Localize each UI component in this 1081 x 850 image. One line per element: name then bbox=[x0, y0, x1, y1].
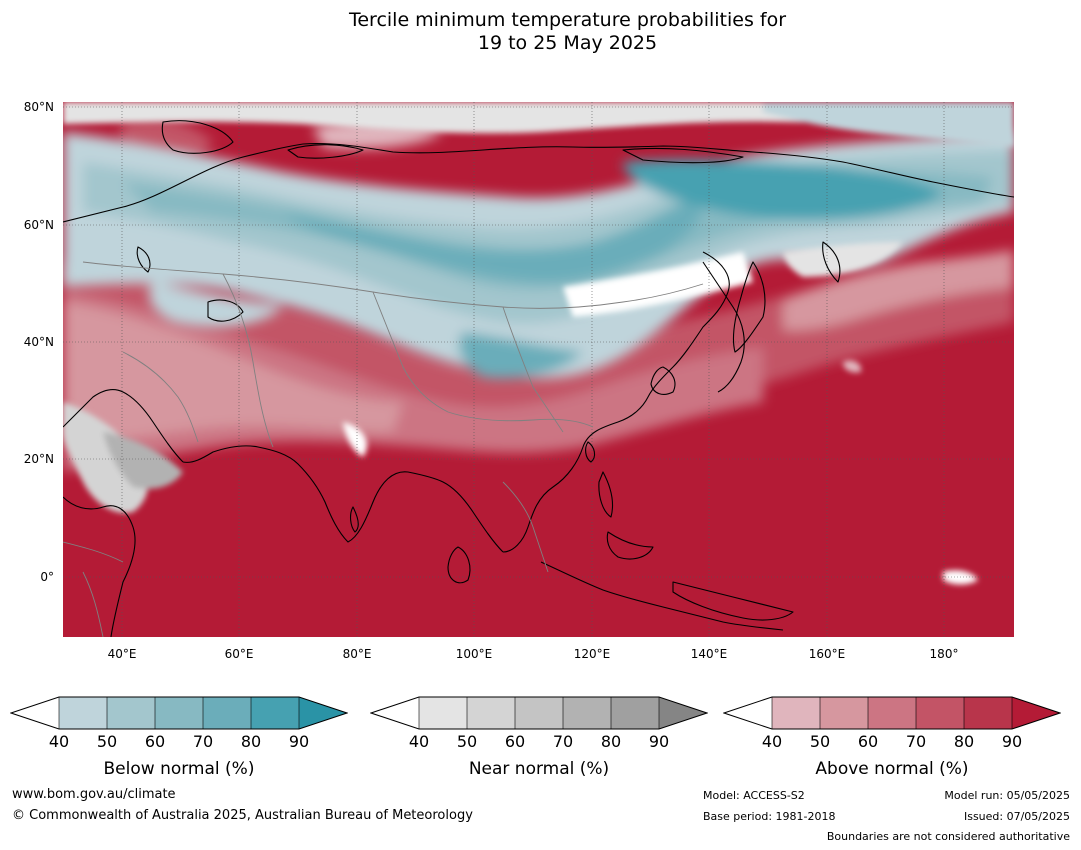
colorbar-tick: 50 bbox=[809, 732, 831, 751]
colorbar-below-normal bbox=[10, 696, 348, 730]
colorbar-tick: 70 bbox=[905, 732, 927, 751]
title-line-2: 19 to 25 May 2025 bbox=[477, 32, 658, 54]
colorbar-below-segment-1 bbox=[59, 697, 107, 729]
footer-disclaimer: Boundaries are not considered authoritat… bbox=[826, 830, 1070, 843]
lat-label-40n: 40°N bbox=[23, 335, 54, 349]
lon-label-100e: 100°E bbox=[455, 647, 493, 661]
footer-issued: Issued: 07/05/2025 bbox=[963, 810, 1070, 823]
colorbar-tick: 40 bbox=[761, 732, 783, 751]
colorbar-tick: 90 bbox=[1001, 732, 1023, 751]
colorbar-near-segment-1 bbox=[419, 697, 467, 729]
colorbar-below-segment-4 bbox=[203, 697, 251, 729]
colorbar-near-segment-2 bbox=[467, 697, 515, 729]
colorbar-tick: 90 bbox=[648, 732, 670, 751]
colorbar-near-segment-4 bbox=[563, 697, 611, 729]
colorbar-below-segment-6 bbox=[299, 697, 347, 729]
colorbar-above-ticks: 40 50 60 70 80 90 bbox=[723, 732, 1061, 752]
colorbar-above-segment-2 bbox=[820, 697, 868, 729]
colorbar-tick: 50 bbox=[456, 732, 478, 751]
colorbar-tick: 80 bbox=[240, 732, 262, 751]
colorbar-below-label: Below normal (%) bbox=[103, 759, 255, 779]
colorbar-below-segment-3 bbox=[155, 697, 203, 729]
colorbar-below-segment-2 bbox=[107, 697, 155, 729]
country-borders bbox=[63, 261, 704, 637]
map-svg bbox=[63, 102, 1014, 637]
colorbar-near-segment-0 bbox=[371, 697, 419, 729]
footer-base-period: Base period: 1981-2018 bbox=[703, 810, 836, 823]
colorbar-tick: 80 bbox=[953, 732, 975, 751]
colorbar-above-segment-5 bbox=[964, 697, 1012, 729]
lat-label-20n: 20°N bbox=[23, 452, 54, 466]
probability-map bbox=[63, 102, 1014, 637]
lon-label-120e: 120°E bbox=[573, 647, 611, 661]
colorbar-near-segment-5 bbox=[611, 697, 659, 729]
colorbar-below-segment-5 bbox=[251, 697, 299, 729]
lon-label-60e: 60°E bbox=[224, 647, 254, 661]
lon-label-180: 180° bbox=[929, 647, 959, 661]
below-normal-region bbox=[63, 132, 1014, 379]
graticule bbox=[63, 102, 1014, 637]
coastlines bbox=[63, 120, 1014, 637]
colorbar-tick: 40 bbox=[408, 732, 430, 751]
title-line-1: Tercile minimum temperature probabilitie… bbox=[348, 9, 787, 31]
colorbar-tick: 60 bbox=[504, 732, 526, 751]
footer-copyright: © Commonwealth of Australia 2025, Austra… bbox=[12, 808, 473, 823]
map-title: Tercile minimum temperature probabilitie… bbox=[0, 9, 1081, 55]
colorbar-below-segment-0 bbox=[11, 697, 59, 729]
colorbar-above-label: Above normal (%) bbox=[815, 759, 969, 779]
colorbar-above-segment-3 bbox=[868, 697, 916, 729]
colorbar-near-label: Near normal (%) bbox=[468, 759, 610, 779]
lon-label-140e: 140°E bbox=[690, 647, 728, 661]
lon-label-160e: 160°E bbox=[808, 647, 846, 661]
colorbar-near-ticks: 40 50 60 70 80 90 bbox=[370, 732, 708, 752]
colorbar-above-segment-0 bbox=[724, 697, 772, 729]
lon-label-40e: 40°E bbox=[107, 647, 137, 661]
lon-label-80e: 80°E bbox=[342, 647, 372, 661]
colorbar-below-ticks: 40 50 60 70 80 90 bbox=[10, 732, 348, 752]
colorbar-tick: 70 bbox=[192, 732, 214, 751]
colorbar-tick: 70 bbox=[552, 732, 574, 751]
colorbar-tick: 60 bbox=[144, 732, 166, 751]
colorbar-near-normal bbox=[370, 696, 708, 730]
above-normal-moderate-region bbox=[63, 118, 1014, 472]
colorbar-tick: 80 bbox=[600, 732, 622, 751]
colorbar-above-segment-1 bbox=[772, 697, 820, 729]
footer-model-run: Model run: 05/05/2025 bbox=[944, 789, 1070, 802]
lat-label-60n: 60°N bbox=[23, 218, 54, 232]
lat-label-80n: 80°N bbox=[23, 100, 54, 114]
colorbar-tick: 40 bbox=[48, 732, 70, 751]
lat-label-0: 0° bbox=[40, 570, 54, 584]
colorbar-tick: 50 bbox=[96, 732, 118, 751]
colorbar-above-segment-4 bbox=[916, 697, 964, 729]
colorbar-near-segment-3 bbox=[515, 697, 563, 729]
footer-url: www.bom.gov.au/climate bbox=[12, 787, 176, 802]
near-normal-region bbox=[63, 102, 1014, 585]
colorbar-tick: 60 bbox=[857, 732, 879, 751]
footer-model: Model: ACCESS-S2 bbox=[703, 789, 805, 802]
colorbar-above-normal bbox=[723, 696, 1061, 730]
colorbar-near-segment-6 bbox=[659, 697, 707, 729]
colorbar-tick: 90 bbox=[288, 732, 310, 751]
colorbar-above-segment-6 bbox=[1012, 697, 1060, 729]
